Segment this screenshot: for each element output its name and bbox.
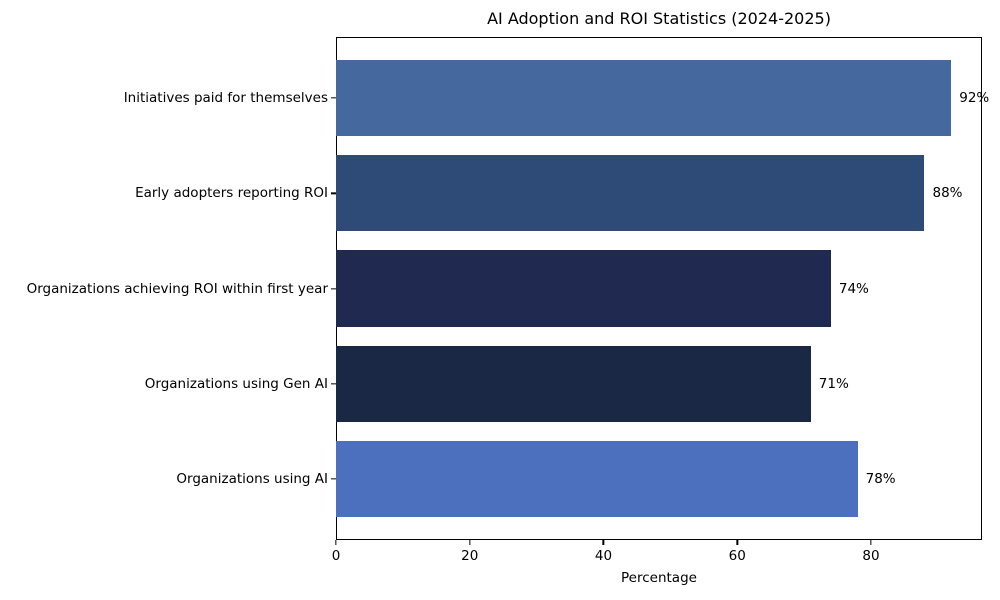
bar	[336, 440, 858, 518]
x-tick-label: 20	[461, 548, 479, 564]
bar	[336, 345, 811, 422]
y-tick-mark	[331, 287, 336, 290]
value-label: 78%	[865, 471, 896, 488]
value-label: 92%	[959, 89, 990, 106]
y-tick-mark	[331, 97, 336, 99]
x-tick-mark	[335, 540, 337, 545]
y-tick-mark	[331, 478, 336, 480]
x-tick-label: 60	[728, 548, 746, 564]
category-label: Early adopters reporting ROI	[135, 185, 328, 202]
x-tick-mark	[870, 540, 872, 545]
chart-title: AI Adoption and ROI Statistics (2024-202…	[487, 9, 831, 28]
category-label: Organizations achieving ROI within first…	[26, 280, 328, 297]
category-label: Initiatives paid for themselves	[123, 89, 328, 106]
x-tick-label: 80	[862, 548, 880, 564]
x-tick-mark	[602, 540, 605, 545]
x-axis-label: Percentage	[621, 570, 697, 586]
x-tick-mark	[469, 540, 471, 545]
value-label: 74%	[838, 280, 869, 297]
x-tick-label: 0	[331, 548, 341, 564]
y-tick-mark	[331, 383, 336, 385]
category-label: Organizations using AI	[176, 471, 328, 488]
bar	[336, 250, 831, 327]
x-tick-label: 40	[594, 548, 613, 564]
bar	[336, 59, 952, 137]
value-label: 71%	[818, 375, 849, 392]
bar	[336, 155, 925, 232]
value-label: 88%	[932, 185, 963, 202]
y-tick-mark	[331, 192, 336, 194]
x-tick-mark	[736, 540, 738, 545]
category-label: Organizations using Gen AI	[144, 375, 328, 392]
